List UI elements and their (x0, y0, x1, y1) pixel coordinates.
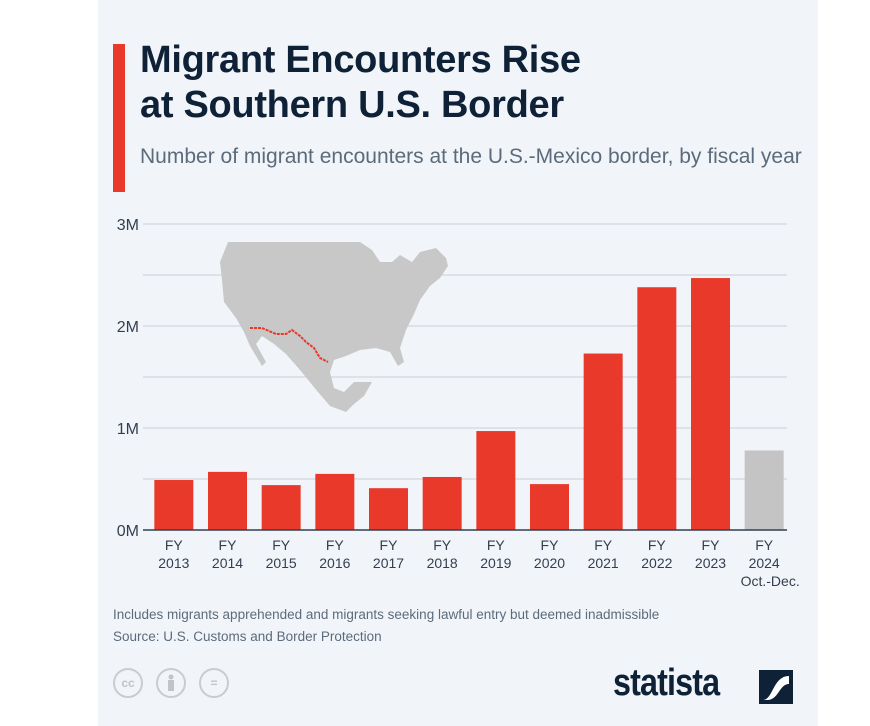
title-line-2: at Southern U.S. Border (140, 84, 564, 126)
bar-fy-2024-oct-dec-[interactable] (744, 450, 784, 530)
footnote: Includes migrants apprehended and migran… (113, 604, 659, 648)
title-line-1: Migrant Encounters Rise (140, 39, 581, 81)
chart-title: Migrant Encounters Rise at Southern U.S. … (140, 38, 581, 128)
bar-fy-2020[interactable] (530, 484, 569, 530)
x-tick-label: 2017 (373, 555, 404, 571)
bar-fy-2021[interactable] (583, 353, 623, 530)
x-tick-label: 2018 (427, 555, 458, 571)
x-tick-label: FY (648, 537, 667, 553)
bar-fy-2022[interactable] (637, 287, 677, 530)
bar-fy-2019[interactable] (476, 431, 516, 530)
x-tick-label: 2015 (266, 555, 297, 571)
x-tick-label: Oct.-Dec. (741, 573, 800, 589)
bar-fy-2023[interactable] (691, 278, 730, 530)
nd-label: = (210, 676, 218, 690)
x-tick-label: 2021 (588, 555, 619, 571)
x-tick-label: FY (326, 537, 345, 553)
creative-commons-icon[interactable]: cc (113, 668, 143, 698)
x-tick-label: 2016 (319, 555, 350, 571)
footnote-text: Includes migrants apprehended and migran… (113, 607, 660, 622)
x-tick-label: FY (594, 537, 613, 553)
bar-fy-2014[interactable] (208, 471, 247, 530)
x-tick-label: FY (755, 537, 774, 553)
x-tick-label: 2020 (534, 555, 565, 571)
accent-bar (113, 44, 125, 192)
x-tick-label: FY (541, 537, 560, 553)
person-icon (168, 674, 174, 691)
x-tick-label: FY (702, 537, 721, 553)
bar-fy-2015[interactable] (261, 485, 301, 530)
x-tick-label: 2013 (158, 555, 189, 571)
x-tick-label: FY (165, 537, 184, 553)
x-tick-label: FY (487, 537, 506, 553)
x-tick-label: FY (219, 537, 238, 553)
bar-fy-2018[interactable] (422, 476, 462, 530)
cc-label: cc (121, 676, 135, 690)
bar-fy-2017[interactable] (369, 488, 408, 530)
x-tick-label: 2022 (641, 555, 672, 571)
y-tick-label: 1M (117, 421, 139, 438)
attribution-person-icon[interactable] (156, 668, 186, 698)
x-tick-label: 2014 (212, 555, 243, 571)
x-tick-label: 2024 (749, 555, 780, 571)
y-tick-label: 2M (117, 319, 139, 336)
statista-logo-mark-icon (759, 670, 793, 704)
x-tick-label: FY (272, 537, 291, 553)
y-tick-label: 0M (117, 523, 139, 540)
x-tick-label: FY (380, 537, 399, 553)
bar-fy-2013[interactable] (154, 480, 194, 530)
bar-fy-2016[interactable] (315, 473, 355, 530)
north-america-map-icon (220, 242, 448, 412)
statista-logo[interactable]: statista (613, 662, 720, 704)
x-tick-label: FY (433, 537, 452, 553)
chart-subtitle: Number of migrant encounters at the U.S.… (140, 145, 802, 168)
y-tick-label: 3M (117, 217, 139, 234)
x-tick-label: 2023 (695, 555, 726, 571)
x-tick-label: 2019 (480, 555, 511, 571)
source-text: Source: U.S. Customs and Border Protecti… (113, 629, 382, 644)
no-derivatives-icon[interactable]: = (199, 668, 229, 698)
